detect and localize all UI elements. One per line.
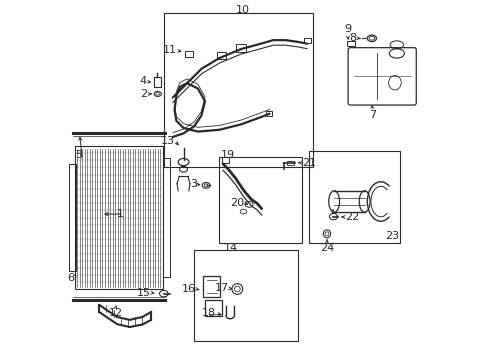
Bar (75, 146, 163, 289)
Bar (216, 52, 225, 59)
Text: 2: 2 (140, 89, 147, 99)
Bar (69, 164, 76, 271)
Text: 12: 12 (108, 309, 122, 318)
Text: 19: 19 (221, 150, 235, 160)
Text: 14: 14 (224, 243, 238, 253)
Bar (236, 44, 245, 51)
Text: 18: 18 (201, 309, 215, 318)
Bar (304, 38, 310, 42)
Bar (154, 77, 160, 87)
Bar (219, 157, 301, 243)
Bar (163, 13, 312, 167)
Bar (308, 151, 400, 243)
Text: 10: 10 (235, 5, 249, 15)
Bar (194, 250, 298, 341)
Text: 21: 21 (301, 158, 315, 168)
Text: 17: 17 (214, 283, 228, 293)
Bar (265, 111, 272, 116)
Bar (346, 41, 355, 45)
Text: 13: 13 (160, 136, 174, 145)
Bar (204, 300, 222, 316)
Text: 9: 9 (344, 24, 350, 35)
Text: 1: 1 (117, 209, 123, 219)
Text: 23: 23 (385, 231, 399, 240)
Text: 16: 16 (182, 284, 196, 294)
Text: 15: 15 (136, 288, 150, 298)
Text: 4: 4 (140, 76, 147, 86)
Bar (286, 161, 293, 165)
Text: 5: 5 (75, 150, 82, 160)
Text: 20: 20 (230, 198, 244, 208)
Bar (203, 276, 220, 297)
Text: 8: 8 (349, 33, 356, 43)
Text: 24: 24 (319, 243, 333, 253)
Bar (163, 158, 169, 277)
Text: 6: 6 (67, 273, 74, 283)
Text: 11: 11 (162, 45, 176, 55)
Bar (184, 50, 192, 57)
Text: 3: 3 (190, 179, 197, 189)
Text: 22: 22 (344, 212, 358, 222)
Bar (222, 157, 228, 163)
Text: 7: 7 (368, 110, 375, 120)
